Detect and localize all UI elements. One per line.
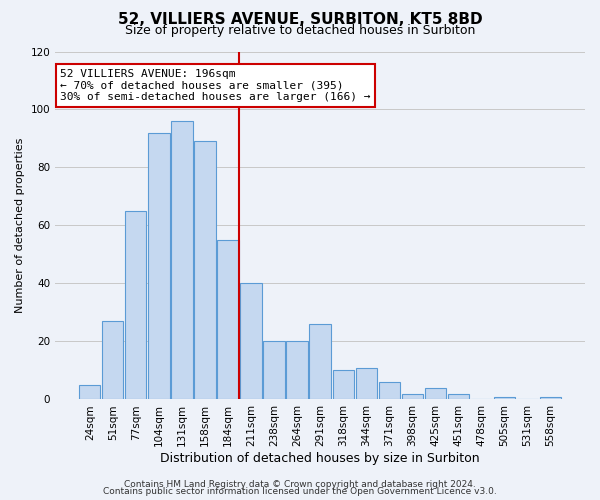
Text: 52 VILLIERS AVENUE: 196sqm
← 70% of detached houses are smaller (395)
30% of sem: 52 VILLIERS AVENUE: 196sqm ← 70% of deta… <box>61 69 371 102</box>
Bar <box>401 394 423 400</box>
Text: Contains HM Land Registry data © Crown copyright and database right 2024.: Contains HM Land Registry data © Crown c… <box>124 480 476 489</box>
Bar <box>102 321 124 400</box>
Bar <box>79 385 100 400</box>
Bar <box>356 368 377 400</box>
Text: Contains public sector information licensed under the Open Government Licence v3: Contains public sector information licen… <box>103 487 497 496</box>
Bar <box>494 396 515 400</box>
Bar <box>332 370 353 400</box>
Y-axis label: Number of detached properties: Number of detached properties <box>15 138 25 313</box>
Text: 52, VILLIERS AVENUE, SURBITON, KT5 8BD: 52, VILLIERS AVENUE, SURBITON, KT5 8BD <box>118 12 482 28</box>
Bar <box>217 240 239 400</box>
Text: Size of property relative to detached houses in Surbiton: Size of property relative to detached ho… <box>125 24 475 37</box>
Bar <box>540 396 561 400</box>
Bar <box>241 284 262 400</box>
Bar <box>448 394 469 400</box>
Bar <box>310 324 331 400</box>
Bar <box>263 342 284 400</box>
X-axis label: Distribution of detached houses by size in Surbiton: Distribution of detached houses by size … <box>160 452 480 465</box>
Bar <box>125 211 146 400</box>
Bar <box>172 121 193 400</box>
Bar <box>148 132 170 400</box>
Bar <box>194 142 215 400</box>
Bar <box>379 382 400 400</box>
Bar <box>286 342 308 400</box>
Bar <box>425 388 446 400</box>
